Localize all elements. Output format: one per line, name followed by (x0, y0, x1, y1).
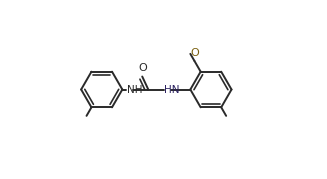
Text: HN: HN (164, 84, 180, 95)
Text: O: O (191, 48, 199, 58)
Text: O: O (138, 63, 147, 72)
Text: NH: NH (127, 84, 142, 95)
